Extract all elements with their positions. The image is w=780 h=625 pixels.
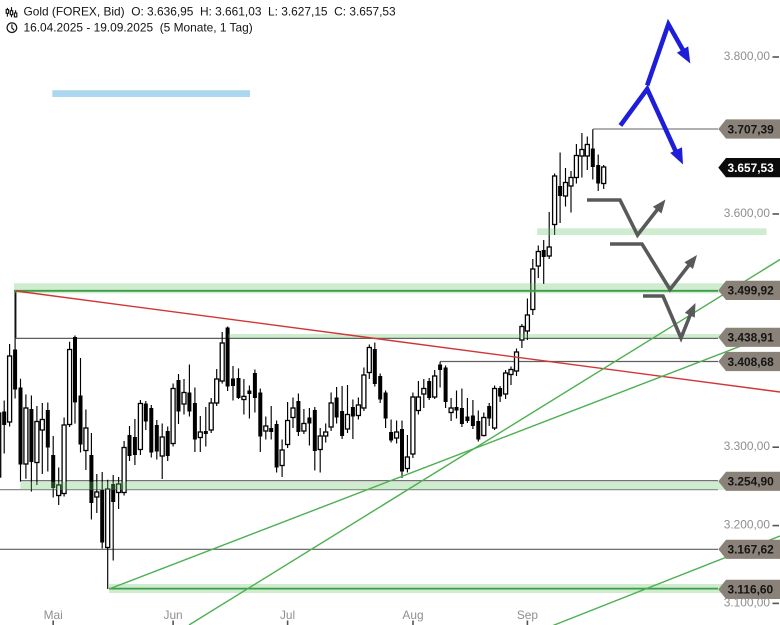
svg-text:3.600,00: 3.600,00 (724, 206, 771, 220)
svg-text:Gold (FOREX, Bid) O: 3.636,95: Gold (FOREX, Bid) O: 3.636,95 H: 3.661,0… (24, 4, 397, 18)
svg-text:3.408,68: 3.408,68 (728, 355, 775, 369)
svg-text:3.300,00: 3.300,00 (724, 439, 771, 453)
svg-text:Aug: Aug (402, 608, 423, 622)
svg-text:3.800,00: 3.800,00 (724, 49, 771, 63)
svg-text:3.100,00: 3.100,00 (724, 595, 771, 609)
svg-text:3.499,92: 3.499,92 (728, 284, 775, 298)
svg-text:3.200,00: 3.200,00 (724, 518, 771, 532)
svg-text:3.116,60: 3.116,60 (728, 583, 774, 597)
svg-text:3.707,39: 3.707,39 (728, 122, 775, 136)
svg-text:Jun: Jun (164, 608, 183, 622)
svg-text:16.04.2025 - 19.09.2025 (5 Mo: 16.04.2025 - 19.09.2025 (5 Monate, 1 Tag… (24, 20, 253, 34)
svg-text:3.254,90: 3.254,90 (728, 475, 775, 489)
svg-text:3.167,62: 3.167,62 (728, 543, 775, 557)
svg-text:Jul: Jul (280, 608, 295, 622)
svg-text:Sep: Sep (517, 608, 539, 622)
svg-text:3.438,91: 3.438,91 (728, 331, 775, 345)
svg-text:3.657,53: 3.657,53 (728, 161, 775, 175)
svg-text:Mai: Mai (44, 608, 63, 622)
